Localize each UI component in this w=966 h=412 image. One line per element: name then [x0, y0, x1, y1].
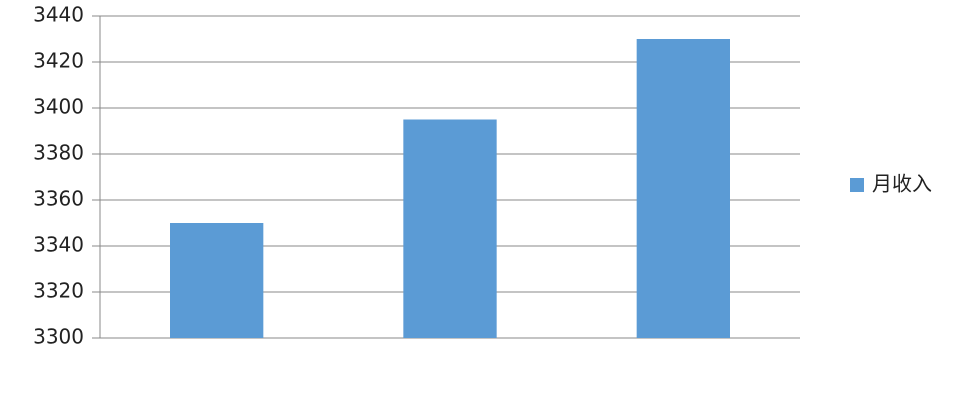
legend-swatch — [850, 178, 864, 192]
y-tick-label: 3400 — [33, 95, 84, 119]
y-tick-label: 3300 — [33, 325, 84, 349]
y-tick-label: 3420 — [33, 49, 84, 73]
y-tick-label: 3340 — [33, 233, 84, 257]
bar — [636, 39, 730, 338]
y-tick-label: 3380 — [33, 141, 84, 165]
bar — [170, 223, 264, 338]
y-tick-label: 3440 — [33, 3, 84, 27]
y-tick-label: 3360 — [33, 187, 84, 211]
y-tick-label: 3320 — [33, 279, 84, 303]
bar — [403, 119, 497, 338]
legend-label: 月收入 — [872, 172, 932, 196]
